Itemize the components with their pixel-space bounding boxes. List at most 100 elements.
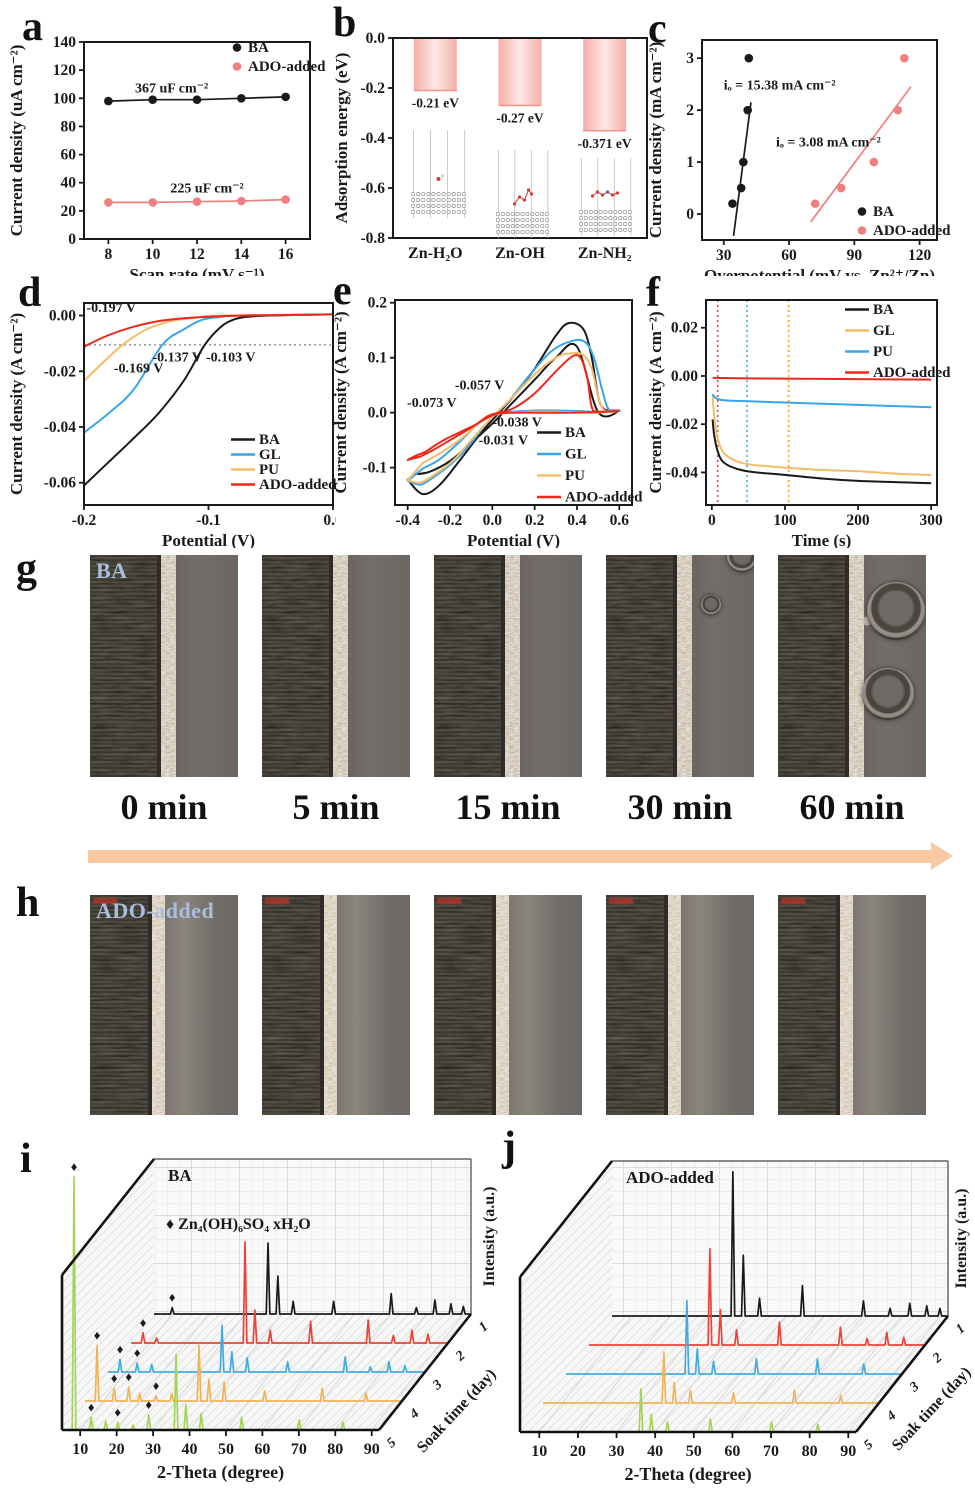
x-tick-label: 60	[781, 247, 797, 264]
atom	[436, 198, 441, 203]
y-tick-label: 60	[61, 147, 77, 164]
adsorbate-molecule	[522, 198, 527, 202]
atom	[446, 198, 451, 203]
depth-tick-label: 2	[452, 1348, 468, 1365]
atom	[623, 216, 628, 221]
y-tick-label: -0.02	[44, 363, 77, 380]
x-tick-label: 10	[531, 1443, 547, 1460]
timeline-arrow	[88, 842, 953, 870]
atom	[613, 222, 618, 227]
legend-label: PU	[873, 344, 893, 360]
atom	[446, 210, 451, 215]
atom	[627, 222, 632, 227]
atom	[593, 228, 598, 233]
atom	[456, 192, 461, 197]
data-point-BA	[104, 96, 113, 106]
y-axis-title: Current density (uA cm⁻²)	[7, 45, 26, 237]
xrd-trace-day-4	[85, 1344, 402, 1402]
legend-label: ADO-added	[565, 490, 643, 506]
zone-smooth	[165, 895, 238, 1115]
atom	[603, 228, 608, 233]
gas-bubble	[862, 668, 915, 721]
chart-d: -0.2-0.10.00.00-0.02-0.04-0.06Potential …	[7, 301, 343, 550]
annotation: -0.169 V	[114, 362, 164, 377]
zone-streaks	[262, 555, 329, 777]
atom	[608, 216, 613, 221]
adsorbate-molecule	[605, 190, 610, 194]
x-tick-label: 90	[840, 1443, 856, 1460]
atom	[520, 224, 525, 229]
x-tick-label: 0.0	[483, 512, 503, 529]
x-tick-label: -0.2	[72, 512, 97, 529]
x-tick-label: 60	[254, 1441, 270, 1458]
gas-bubble	[866, 581, 925, 640]
zone-streaks	[778, 895, 836, 1115]
zone-streaks	[606, 895, 664, 1115]
micrograph-g-4	[606, 555, 754, 777]
micrograph-h-3	[434, 895, 582, 1115]
y-tick-label: -0.02	[666, 416, 699, 433]
micrograph-row-ba: BA	[90, 555, 926, 777]
depth-tick-label: 4	[883, 1408, 899, 1425]
data-point-BA	[281, 92, 290, 102]
atom	[618, 228, 623, 233]
atom	[613, 210, 618, 215]
atom	[510, 212, 515, 217]
x-tick-label: 60	[724, 1443, 740, 1460]
zone-smooth	[519, 555, 582, 777]
atom	[540, 212, 545, 217]
zone-streaks	[778, 555, 845, 777]
panel-d-lsv-chart: -0.2-0.10.00.00-0.02-0.04-0.06Potential …	[0, 272, 343, 553]
atom	[525, 212, 530, 217]
atom	[421, 210, 426, 215]
x-tick-label: 30	[145, 1441, 161, 1458]
atom	[426, 192, 431, 197]
sample-label: BA	[96, 558, 128, 583]
z-axis-title: Intensity (a.u.)	[953, 1188, 970, 1288]
plot-frame	[705, 299, 938, 506]
data-point-ADO-added	[900, 53, 909, 63]
x-tick-label: 10	[145, 246, 161, 263]
atom	[436, 192, 441, 197]
adsorbate-molecule	[529, 192, 534, 196]
xrd-trace-day-1	[612, 1170, 948, 1317]
atom	[608, 222, 613, 227]
zone-rough	[606, 895, 664, 1115]
micrograph-h-5	[778, 895, 926, 1115]
atom	[583, 216, 588, 221]
micrograph-g-5	[778, 555, 926, 777]
x-axis-title: Potential (V)	[467, 531, 560, 548]
chart-e: -0.4 -0.2 0.0 0.2 0.4 0.6 0.2 0.1 0.0 -0.1 Potenti…	[331, 295, 643, 550]
legend-label: ADO-added	[259, 477, 336, 493]
sample-label: ADO-added	[96, 898, 215, 923]
x-tick-label: 90	[847, 247, 863, 264]
y-tick-label: 0.0	[366, 30, 386, 47]
panel-e-cv-chart: -0.4 -0.2 0.0 0.2 0.4 0.6 0.2 0.1 0.0 -0.1 Potenti…	[330, 272, 666, 553]
bar-value-label: -0.371 eV	[578, 136, 632, 151]
byproduct-diamond-marker: ♦	[111, 1370, 118, 1385]
y-tick-label: -0.4	[360, 130, 385, 147]
series-group	[711, 376, 932, 485]
zone-smooth	[509, 895, 582, 1115]
time-label: 60 min	[799, 787, 905, 827]
bar-Zn-H₂O	[413, 39, 457, 91]
atom	[593, 222, 598, 227]
zone-smooth	[347, 555, 410, 777]
legend-label: BA	[248, 40, 269, 56]
atom	[462, 210, 467, 215]
scale-marker	[437, 898, 461, 904]
atom	[441, 204, 446, 209]
zone-streaks	[606, 555, 673, 777]
y-axis-title: Current density (A cm⁻²)	[331, 311, 350, 493]
atom	[515, 212, 520, 217]
atom	[618, 210, 623, 215]
legend-label: BA	[873, 302, 894, 318]
atom	[535, 212, 540, 217]
panel-f-chronoamperometry-chart: 0 100 200 300 0.02 0.00 -0.02 -0.04 Time (s) Curr…	[645, 272, 975, 553]
byproduct-diamond-marker: ♦	[153, 1378, 160, 1393]
legend-marker	[232, 62, 242, 71]
adsorbate-molecule	[615, 191, 620, 195]
panel-letter-d: d	[18, 270, 42, 316]
